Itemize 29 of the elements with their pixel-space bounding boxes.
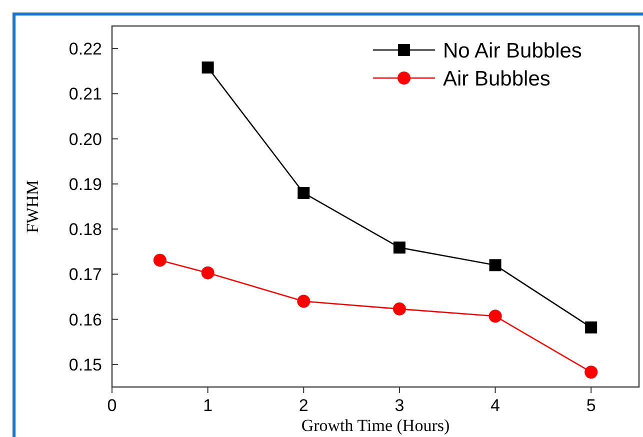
y-axis-title: FWHM — [23, 180, 42, 233]
y-tick-label: 0.22 — [68, 40, 102, 59]
point — [489, 259, 502, 272]
point — [297, 294, 310, 308]
x-tick-label: 5 — [586, 396, 596, 415]
legend-label: Air Bubbles — [443, 67, 550, 90]
x-tick-label: 2 — [298, 396, 308, 415]
y-tick-label: 0.16 — [68, 310, 102, 330]
y-tick-label: 0.18 — [68, 220, 102, 240]
point — [393, 242, 406, 254]
x-tick-label: 1 — [203, 396, 213, 415]
point — [585, 321, 598, 334]
y-tick-label: 0.19 — [68, 174, 102, 194]
x-axis-title: Growth Time (Hours) — [301, 416, 450, 435]
point — [584, 366, 598, 379]
y-tick-label: 0.20 — [68, 130, 102, 149]
point — [488, 310, 502, 323]
point — [392, 302, 406, 316]
point — [153, 254, 166, 267]
y-tick-label: 0.15 — [68, 355, 102, 374]
x-tick-label: 0 — [107, 396, 117, 415]
y-tick-label: 0.17 — [68, 265, 102, 284]
x-tick-label: 4 — [490, 396, 500, 415]
legend-label: No Air Bubbles — [443, 39, 582, 62]
point — [202, 62, 214, 74]
point — [201, 266, 214, 280]
x-tick-label: 3 — [394, 396, 404, 415]
point — [298, 186, 310, 199]
y-tick-label: 0.21 — [68, 84, 102, 104]
